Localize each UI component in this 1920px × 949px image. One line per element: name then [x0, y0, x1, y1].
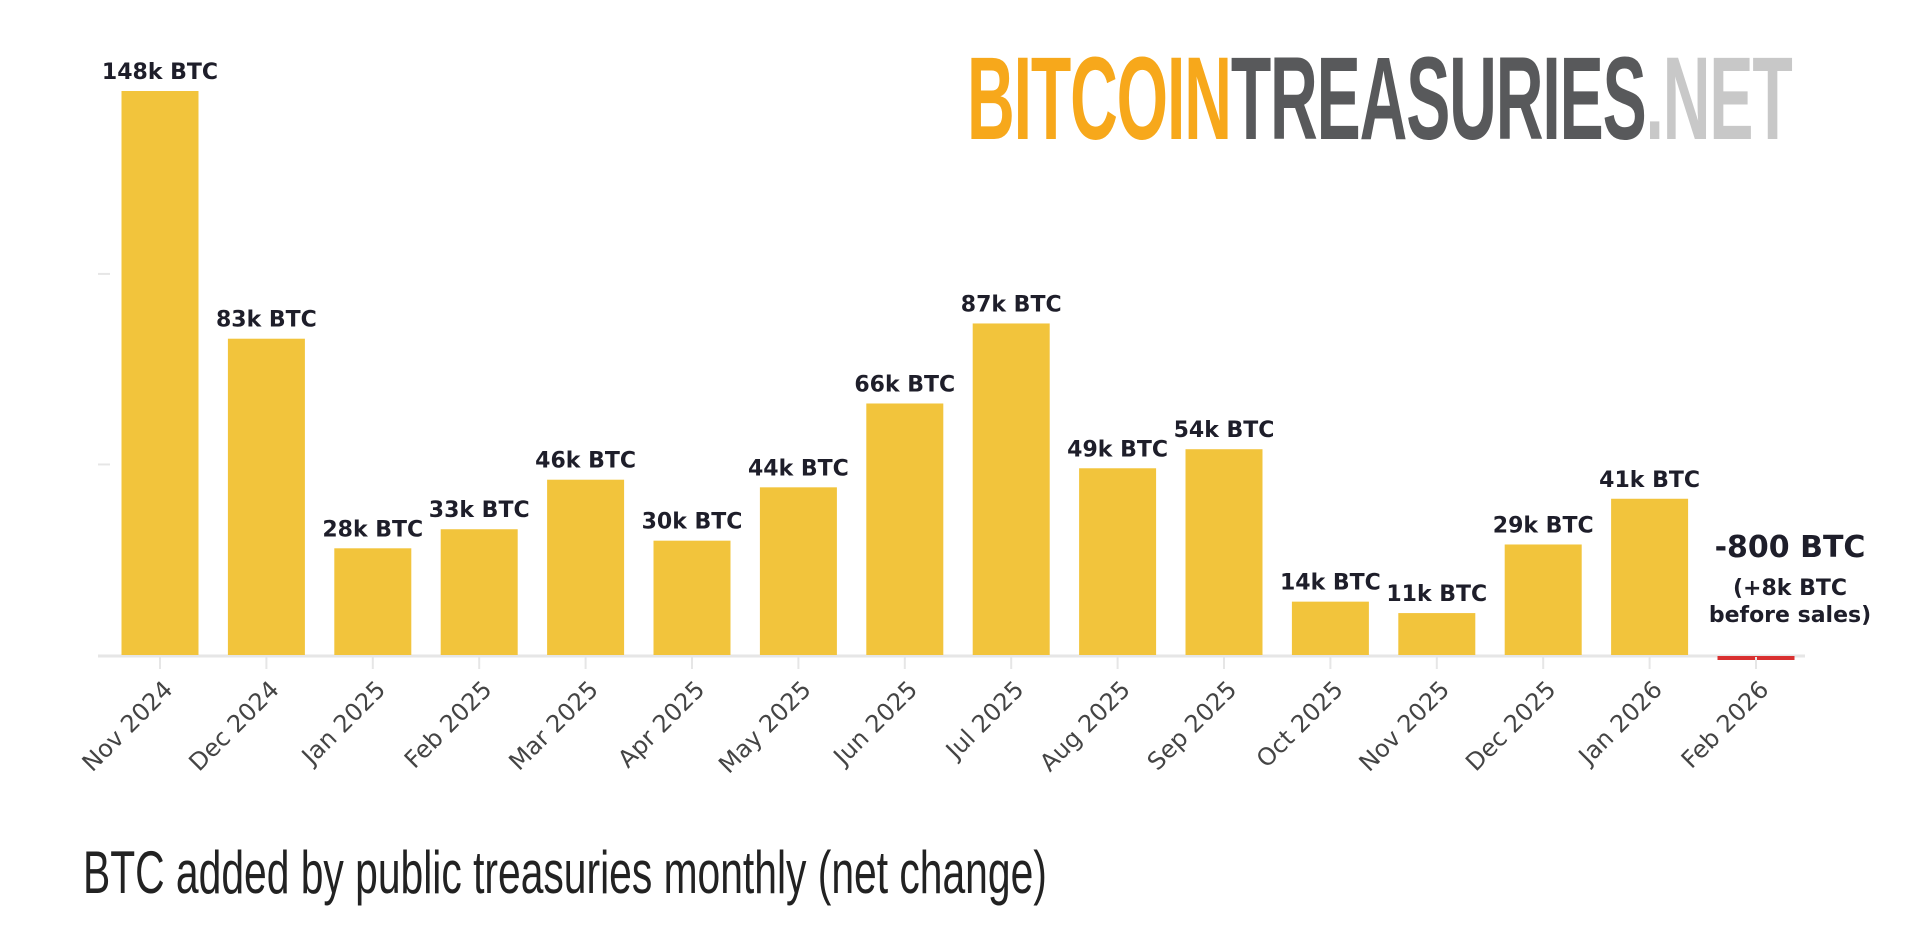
x-tick-label: Jan 2025 — [295, 675, 391, 771]
bar-8 — [972, 323, 1050, 655]
data-label: 28k BTC — [322, 517, 423, 542]
logo-part-2: TREASURIES — [1230, 33, 1647, 165]
data-label: 30k BTC — [642, 510, 743, 535]
bar-12 — [1398, 613, 1476, 655]
x-tick-label: Jul 2025 — [939, 675, 1029, 765]
bar-14 — [1611, 498, 1689, 655]
bar-0 — [121, 91, 199, 655]
x-tick-label: Nov 2024 — [77, 675, 179, 777]
x-tick-label: Sep 2025 — [1142, 675, 1242, 775]
x-tick-label: Dec 2024 — [183, 675, 284, 776]
x-tick-label: Oct 2025 — [1251, 675, 1349, 773]
annotation-main: -800 BTC — [1714, 530, 1866, 565]
bar-11 — [1291, 601, 1369, 655]
x-tick-label: Jan 2026 — [1572, 675, 1668, 771]
x-tick-label: Feb 2025 — [399, 675, 497, 773]
x-tick-label: Jun 2025 — [827, 675, 923, 771]
bar-3 — [440, 529, 518, 655]
data-label: 66k BTC — [854, 372, 955, 397]
bar-7 — [866, 403, 944, 655]
annotation-line1: (+8k BTC — [1732, 576, 1847, 601]
data-label: 29k BTC — [1493, 513, 1594, 538]
data-label: 148k BTC — [102, 60, 218, 85]
data-label: 11k BTC — [1386, 582, 1487, 607]
chart-title: BTC added by public treasuries monthly (… — [83, 839, 1047, 906]
x-tick-label: Apr 2025 — [612, 675, 710, 773]
bar-9 — [1079, 468, 1157, 655]
bar-1 — [227, 338, 305, 655]
data-label: 33k BTC — [429, 498, 530, 523]
x-tick-label: Feb 2026 — [1676, 675, 1774, 773]
data-label: 41k BTC — [1599, 468, 1700, 493]
bar-4 — [547, 479, 625, 655]
logo-part-1: BITCOIN — [967, 33, 1232, 165]
data-label: 83k BTC — [216, 308, 317, 333]
bitcointreasuries-logo: BITCOINTREASURIES.NET — [967, 40, 1793, 158]
bar-2 — [334, 548, 412, 655]
x-tick-label: Mar 2025 — [503, 675, 603, 775]
data-label: 49k BTC — [1067, 437, 1168, 462]
logo-part-3: .NET — [1645, 33, 1793, 165]
x-tick-label: Aug 2025 — [1034, 675, 1136, 777]
x-tick-label: Dec 2025 — [1460, 675, 1561, 776]
bar-10 — [1185, 449, 1263, 655]
data-label: 14k BTC — [1280, 571, 1381, 596]
bar-5 — [653, 540, 731, 655]
data-label: 44k BTC — [748, 456, 849, 481]
bar-6 — [759, 487, 837, 655]
x-tick-label: May 2025 — [713, 675, 816, 778]
data-label: 46k BTC — [535, 449, 636, 474]
bar-13 — [1504, 544, 1582, 655]
data-label: 87k BTC — [961, 292, 1062, 317]
x-tick-label: Nov 2025 — [1354, 675, 1456, 777]
annotation-line2: before sales) — [1708, 603, 1872, 628]
data-label: 54k BTC — [1174, 418, 1275, 443]
